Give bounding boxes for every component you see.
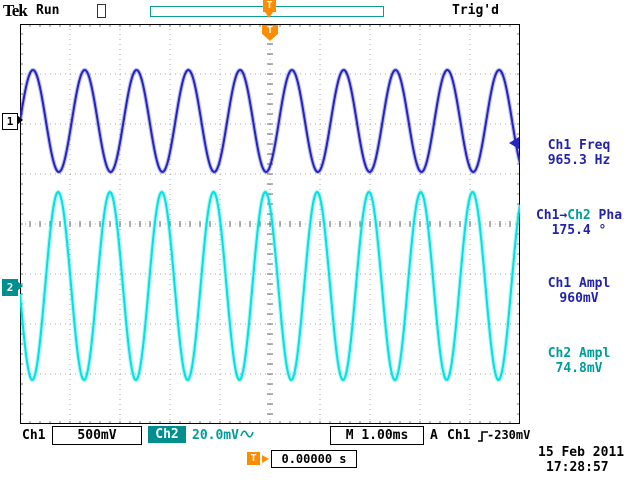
rising-edge-icon <box>478 431 488 442</box>
graticule-grid <box>20 24 520 424</box>
measurement-ch1-ch2-phase: Ch1→Ch2 Pha 175.4 ° <box>520 208 638 238</box>
trigger-position-marker: T <box>262 25 278 41</box>
measurement-value: 74.8mV <box>555 361 603 376</box>
timebase-readout: M 1.00ms <box>330 426 424 445</box>
acquisition-indicator <box>97 4 106 18</box>
measurement-label: Ch2 Ampl <box>547 346 611 361</box>
ch2-scale-value: 20.0mV <box>192 428 239 443</box>
arrow-right-icon <box>262 455 269 463</box>
ch1-label: Ch1 <box>22 428 46 443</box>
tek-logo: Tek <box>3 1 28 20</box>
measurement-label: Ch1 Freq <box>547 138 611 153</box>
phase-label-ch2: Ch2 <box>567 208 591 223</box>
trigger-marker-letter: T <box>266 0 273 11</box>
ch2-label-badge: Ch2 <box>148 426 186 443</box>
trigger-system-label: A <box>430 428 438 443</box>
measurement-ch2-ampl: Ch2 Ampl 74.8mV <box>520 346 638 376</box>
timebase-label: M <box>345 428 354 443</box>
date-readout: 15 Feb 2011 <box>538 445 625 460</box>
trigger-marker-letter: T <box>266 25 274 36</box>
trigger-marker-letter: T <box>250 453 257 464</box>
trigger-level-arrow-icon <box>509 137 519 149</box>
waveform-traces <box>20 67 520 383</box>
timebase-value: 1.00ms <box>361 428 409 443</box>
measurement-value: 965.3 Hz <box>547 153 611 168</box>
ac-coupling-icon <box>240 430 254 438</box>
measurement-value: 960mV <box>559 291 599 306</box>
ch1-marker-number: 1 <box>6 115 14 128</box>
measurement-label: Ch1 Ampl <box>547 276 611 291</box>
ch1-position-marker: 1 <box>2 113 23 130</box>
graticule: T <box>20 24 520 424</box>
trigger-status: Trig'd <box>452 3 499 18</box>
phase-label-suffix: Pha <box>590 208 623 223</box>
time-readout: 17:28:57 <box>546 460 609 475</box>
trigger-delay-marker: T <box>247 452 260 465</box>
ch2-scale-readout: 20.0mV <box>192 427 254 444</box>
trigger-source: Ch1 <box>447 428 471 443</box>
ch2-position-marker: 2 <box>2 279 23 296</box>
phase-label-ch1: Ch1 <box>535 208 560 223</box>
measurement-ch1-ampl: Ch1 Ampl 960mV <box>520 276 638 306</box>
horizontal-delay-readout: 0.00000 s <box>271 450 357 468</box>
trigger-position-marker-top: T <box>263 0 276 18</box>
measurement-ch1-freq: Ch1 Freq 965.3 Hz <box>520 138 638 168</box>
ch2-marker-number: 2 <box>6 281 14 294</box>
trigger-level-readout: -230mV <box>487 428 531 442</box>
measurement-label: Ch1→Ch2 Pha <box>520 208 638 223</box>
ch1-scale-readout: 500mV <box>52 426 142 445</box>
measurement-value: 175.4 ° <box>551 223 607 238</box>
acquisition-status: Run <box>36 3 60 18</box>
arrow-right-icon: → <box>559 208 568 223</box>
